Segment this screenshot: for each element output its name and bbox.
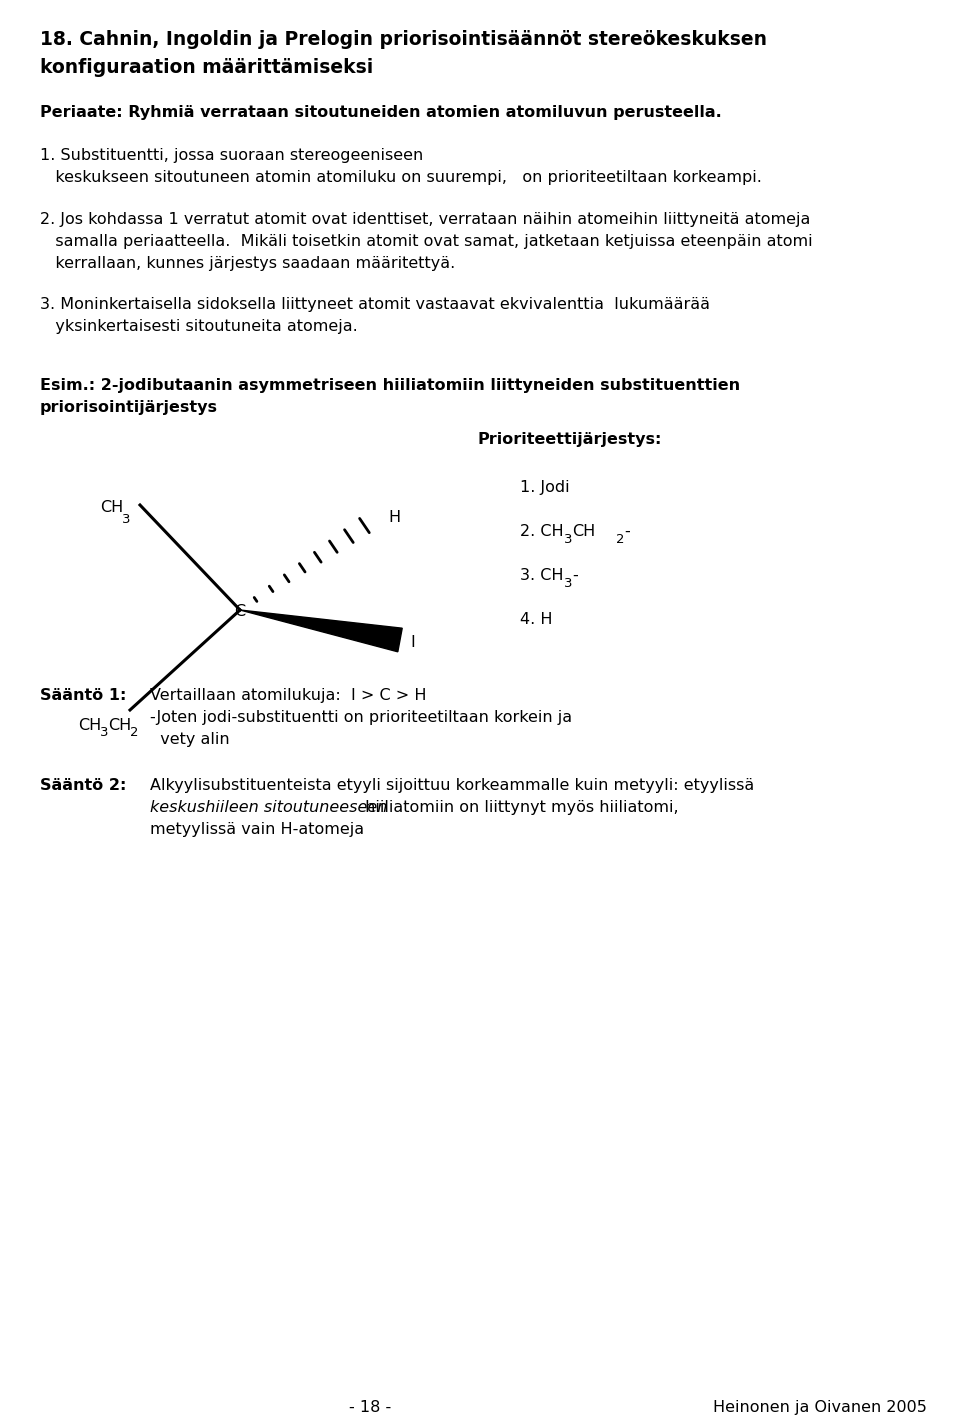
Text: CH: CH xyxy=(572,524,595,540)
Text: 3: 3 xyxy=(564,532,572,547)
Text: Sääntö 1:: Sääntö 1: xyxy=(40,689,127,703)
Text: keskushiileen sitoutuneeseen: keskushiileen sitoutuneeseen xyxy=(150,799,388,815)
Text: kerrallaan, kunnes järjestys saadaan määritettyä.: kerrallaan, kunnes järjestys saadaan mää… xyxy=(40,256,455,271)
Polygon shape xyxy=(240,611,402,652)
Text: 18. Cahnin, Ingoldin ja Prelogin priorisointisäännöt stereökeskuksen: 18. Cahnin, Ingoldin ja Prelogin prioris… xyxy=(40,30,767,50)
Text: Periaate: Ryhmiä verrataan sitoutuneiden atomien atomiluvun perusteella.: Periaate: Ryhmiä verrataan sitoutuneiden… xyxy=(40,105,722,121)
Text: keskukseen sitoutuneen atomin atomiluku on suurempi,   on prioriteetiltaan korke: keskukseen sitoutuneen atomin atomiluku … xyxy=(40,170,762,185)
Text: 3: 3 xyxy=(122,513,131,525)
Text: yksinkertaisesti sitoutuneita atomeja.: yksinkertaisesti sitoutuneita atomeja. xyxy=(40,320,358,334)
Text: -: - xyxy=(572,568,578,584)
Text: Alkyylisubstituenteista etyyli sijoittuu korkeammalle kuin metyyli: etyylissä: Alkyylisubstituenteista etyyli sijoittuu… xyxy=(150,778,755,792)
Text: C: C xyxy=(234,604,245,619)
Text: 3. Moninkertaisella sidoksella liittyneet atomit vastaavat ekvivalenttia  lukumä: 3. Moninkertaisella sidoksella liittynee… xyxy=(40,297,710,312)
Text: 3: 3 xyxy=(100,726,108,738)
Text: samalla periaatteella.  Mikäli toisetkin atomit ovat samat, jatketaan ketjuissa : samalla periaatteella. Mikäli toisetkin … xyxy=(40,234,812,248)
Text: Vertaillaan atomilukuja:  I > C > H: Vertaillaan atomilukuja: I > C > H xyxy=(150,689,426,703)
Text: - 18 -: - 18 - xyxy=(348,1400,391,1414)
Text: 1. Jodi: 1. Jodi xyxy=(520,480,569,496)
Text: hiiliatomiin on liittynyt myös hiiliatomi,: hiiliatomiin on liittynyt myös hiiliatom… xyxy=(360,799,679,815)
Text: 4. H: 4. H xyxy=(520,612,553,628)
Text: CH: CH xyxy=(108,719,132,733)
Text: CH: CH xyxy=(78,719,101,733)
Text: 1. Substituentti, jossa suoraan stereogeeniseen: 1. Substituentti, jossa suoraan stereoge… xyxy=(40,148,423,163)
Text: H: H xyxy=(388,510,400,525)
Text: Esim.: 2-jodibutaanin asymmetriseen hiiliatomiin liittyneiden substituenttien: Esim.: 2-jodibutaanin asymmetriseen hiil… xyxy=(40,378,740,393)
Text: Heinonen ja Oivanen 2005: Heinonen ja Oivanen 2005 xyxy=(713,1400,927,1414)
Text: 2: 2 xyxy=(616,532,625,547)
Text: 3: 3 xyxy=(564,577,572,589)
Text: vety alin: vety alin xyxy=(150,731,229,747)
Text: 2. Jos kohdassa 1 verratut atomit ovat identtiset, verrataan näihin atomeihin li: 2. Jos kohdassa 1 verratut atomit ovat i… xyxy=(40,212,810,227)
Text: metyylissä vain H-atomeja: metyylissä vain H-atomeja xyxy=(150,822,364,836)
Text: -Joten jodi-substituentti on prioriteetiltaan korkein ja: -Joten jodi-substituentti on prioriteeti… xyxy=(150,710,572,726)
Text: 2: 2 xyxy=(130,726,138,738)
Text: CH: CH xyxy=(100,500,123,515)
Text: -: - xyxy=(624,524,630,540)
Text: I: I xyxy=(410,635,415,650)
Text: Sääntö 2:: Sääntö 2: xyxy=(40,778,127,792)
Text: priorisointijärjestys: priorisointijärjestys xyxy=(40,400,218,415)
Text: konfiguraation määrittämiseksi: konfiguraation määrittämiseksi xyxy=(40,58,373,77)
Text: 2. CH: 2. CH xyxy=(520,524,564,540)
Text: Prioriteettijärjestys:: Prioriteettijärjestys: xyxy=(478,432,662,447)
Text: 3. CH: 3. CH xyxy=(520,568,564,584)
